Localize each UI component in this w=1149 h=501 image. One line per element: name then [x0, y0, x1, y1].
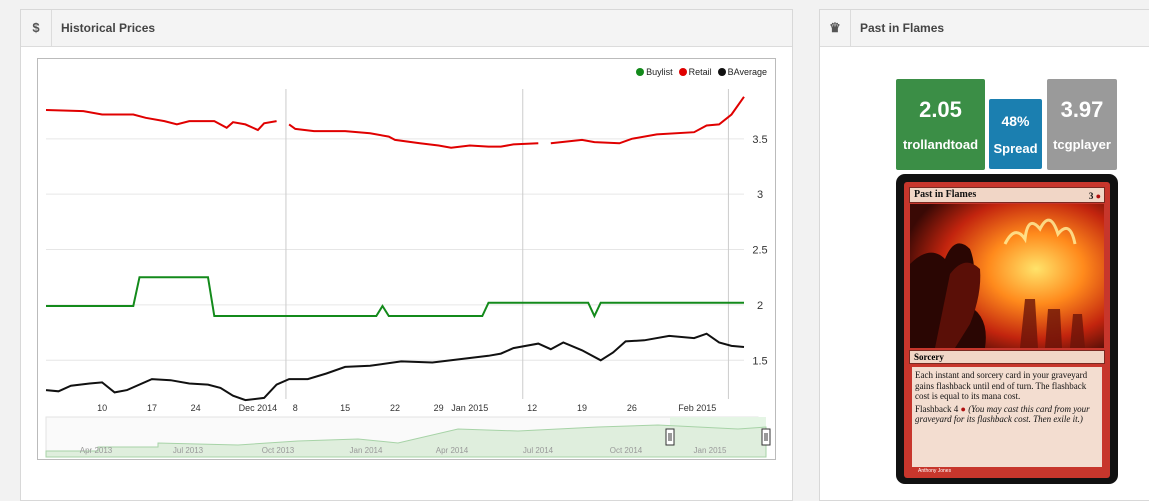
navigator-handle[interactable] — [761, 428, 771, 446]
panel-header: $ Historical Prices — [21, 10, 792, 47]
sell-price: 3.97 — [1060, 97, 1104, 122]
series-line-baverage — [45, 332, 745, 402]
y-tick-label: 2.5 — [752, 245, 767, 257]
card-type-line: Sorcery — [909, 350, 1105, 364]
price-chart-svg: 3.5 3 2.5 2 1.5 10 17 24 Dec 2014 8 15 22 29 Jan 2015… — [45, 89, 771, 458]
x-tick-label: 29 — [434, 403, 444, 413]
x-tick-label: 19 — [577, 403, 587, 413]
card-panel: ♛ Past in Flames 2.05 trollandtoad 48% S… — [819, 9, 1149, 501]
card-frame: Past in Flames 3 ● — [904, 182, 1110, 478]
x-tick-label: 10 — [97, 403, 107, 413]
card-art — [910, 204, 1104, 348]
buy-price: 2.05 — [919, 97, 962, 122]
sell-vendor: tcgplayer — [1053, 137, 1111, 152]
navigator-tick-label: Apr 2014 — [436, 446, 469, 455]
x-tick-label: Dec 2014 — [239, 403, 278, 413]
spread-box: 48% Spread — [989, 99, 1042, 169]
navigator-tick-label: Jan 2014 — [350, 446, 383, 455]
x-tick-label: 12 — [527, 403, 537, 413]
historical-prices-panel: $ Historical Prices Buylist Retail BAver… — [20, 9, 793, 501]
x-tick-label: 22 — [390, 403, 400, 413]
y-tick-label: 3 — [757, 189, 763, 201]
spread-label: Spread — [993, 141, 1038, 156]
legend-item-retail[interactable]: Retail — [678, 67, 712, 77]
x-tick-label: 24 — [191, 403, 201, 413]
x-tick-label: 8 — [293, 403, 298, 413]
navigator-tick-label: Oct 2013 — [262, 446, 295, 455]
price-chart[interactable]: Buylist Retail BAverage 3.5 3 2.5 2 1.5 10 17 2… — [37, 58, 776, 460]
panel-title: Historical Prices — [61, 21, 156, 35]
x-tick-label: 15 — [340, 403, 350, 413]
crown-icon: ♛ — [820, 10, 851, 46]
navigator-tick-label: Jul 2014 — [523, 446, 554, 455]
buy-price-box[interactable]: 2.05 trollandtoad — [896, 79, 985, 170]
x-tick-label: Feb 2015 — [678, 403, 716, 413]
card-rules-text: Each instant and sorcery card in your gr… — [912, 367, 1102, 467]
navigator-handle[interactable] — [665, 428, 675, 446]
series-line-retail — [288, 123, 539, 149]
y-tick-label: 3.5 — [752, 134, 767, 146]
panel-title: Past in Flames — [860, 21, 945, 35]
legend-item-buylist[interactable]: Buylist — [636, 67, 673, 77]
x-tick-label: 26 — [627, 403, 637, 413]
series-line-buylist — [46, 276, 744, 319]
navigator-tick-label: Apr 2013 — [80, 446, 113, 455]
spread-percent: 48% — [1001, 113, 1030, 129]
y-tick-label: 1.5 — [752, 355, 767, 367]
card-name-bar: Past in Flames 3 ● — [909, 187, 1105, 203]
x-tick-label: Jan 2015 — [451, 403, 488, 413]
navigator-tick-label: Jan 2015 — [694, 446, 727, 455]
card-name: Past in Flames — [914, 189, 977, 200]
chart-legend: Buylist Retail BAverage — [636, 67, 767, 77]
series-line-retail — [550, 96, 745, 145]
panel-header: ♛ Past in Flames — [820, 10, 1149, 47]
navigator-tick-label: Oct 2014 — [610, 446, 643, 455]
x-tick-label: 17 — [147, 403, 157, 413]
legend-item-baverage[interactable]: BAverage — [717, 67, 767, 77]
series-line-retail — [45, 109, 277, 132]
y-tick-label: 2 — [757, 300, 763, 312]
mana-cost-icon: 3 ● — [1088, 191, 1101, 201]
dollar-icon: $ — [21, 10, 52, 46]
card-image: Past in Flames 3 ● — [896, 174, 1118, 484]
navigator-tick-label: Jul 2013 — [173, 446, 204, 455]
card-artist: Anthony Jones — [918, 468, 952, 474]
buy-vendor: trollandtoad — [902, 137, 979, 152]
sell-price-box[interactable]: 3.97 tcgplayer — [1047, 79, 1117, 170]
